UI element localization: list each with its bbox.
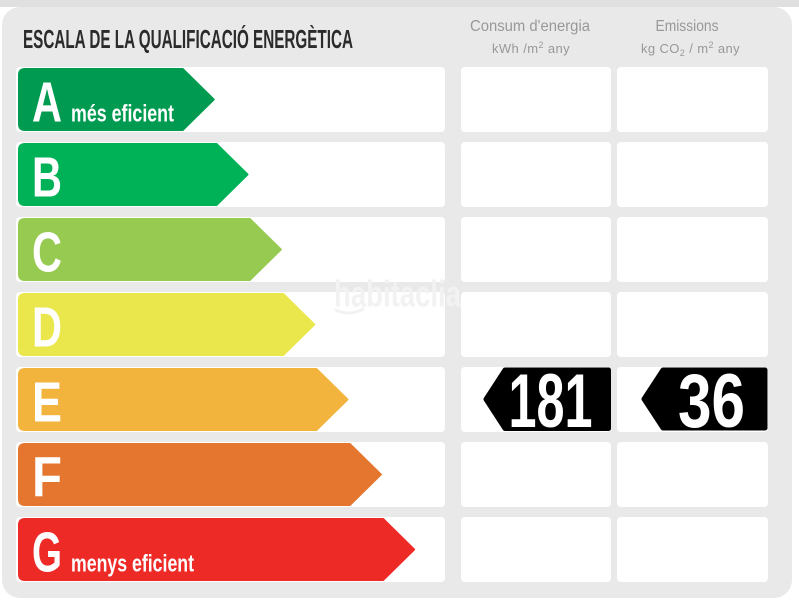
svg-text:més eficient: més eficient [71,101,174,128]
svg-text:G: G [32,521,62,585]
svg-text:A: A [32,71,62,135]
svg-text:ESCALA DE LA QUALIFICACIÓ ENER: ESCALA DE LA QUALIFICACIÓ ENERGÈTICA [23,24,353,54]
svg-text:B: B [32,146,62,210]
svg-text:C: C [32,221,62,285]
svg-text:D: D [32,296,62,360]
svg-text:181: 181 [509,359,593,444]
svg-text:Emissions: Emissions [656,18,719,35]
svg-text:F: F [32,446,62,510]
svg-text:habitaclia: habitaclia [334,274,461,315]
svg-text:36: 36 [678,359,745,444]
svg-text:menys eficient: menys eficient [71,551,194,578]
svg-text:Consum d'energia: Consum d'energia [470,18,590,35]
svg-text:E: E [32,371,62,435]
